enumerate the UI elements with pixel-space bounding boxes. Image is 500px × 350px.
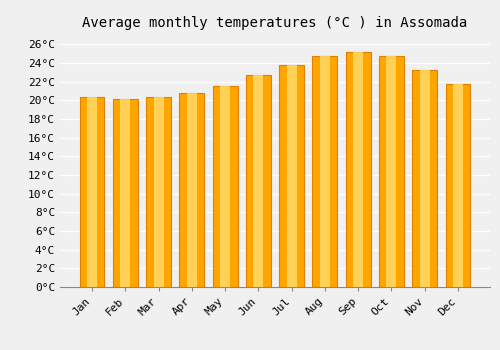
Bar: [379, 56, 404, 287]
Bar: [154, 97, 164, 287]
Bar: [279, 65, 304, 287]
Bar: [346, 52, 370, 287]
Bar: [254, 75, 264, 287]
Bar: [87, 97, 97, 287]
Bar: [320, 56, 330, 287]
Title: Average monthly temperatures (°C ) in Assomada: Average monthly temperatures (°C ) in As…: [82, 16, 468, 30]
Bar: [120, 99, 130, 287]
Bar: [312, 56, 338, 287]
Bar: [187, 93, 197, 287]
Bar: [80, 97, 104, 287]
Bar: [353, 52, 363, 287]
Bar: [212, 86, 238, 287]
Bar: [446, 84, 470, 287]
Bar: [246, 75, 271, 287]
Bar: [412, 70, 437, 287]
Bar: [453, 84, 463, 287]
Bar: [386, 56, 396, 287]
Bar: [286, 65, 296, 287]
Bar: [180, 93, 204, 287]
Bar: [420, 70, 430, 287]
Bar: [146, 97, 171, 287]
Bar: [220, 86, 230, 287]
Bar: [113, 99, 138, 287]
